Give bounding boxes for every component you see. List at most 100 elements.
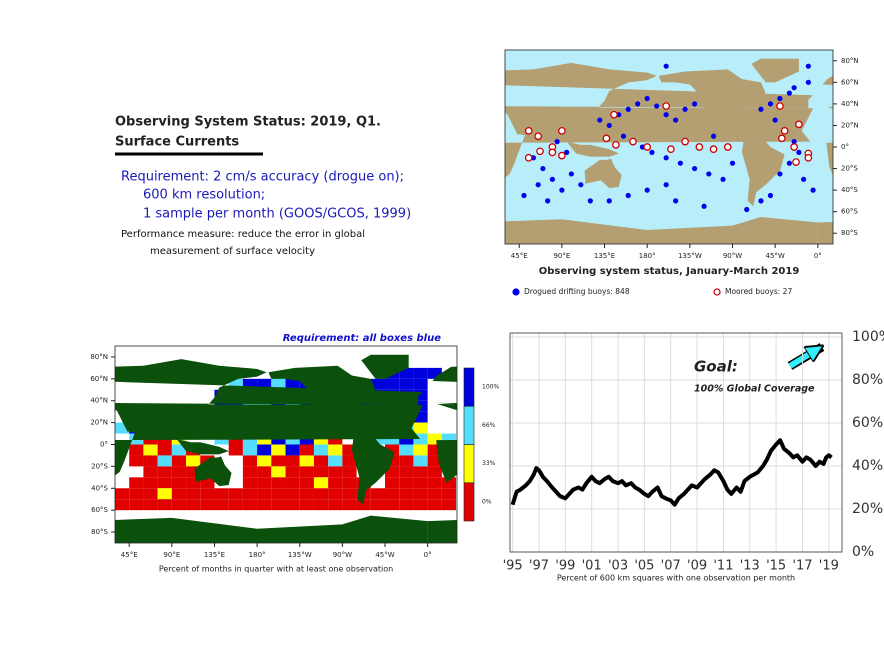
coverage-cell <box>299 455 314 467</box>
subtitle: Surface Currents <box>115 135 239 150</box>
x-tick-label: '95 <box>503 559 523 574</box>
coverage-cell <box>441 433 457 445</box>
land <box>817 221 833 244</box>
moored-buoy <box>776 102 784 110</box>
drifting-buoy <box>729 160 736 166</box>
coverage-cell <box>157 455 172 467</box>
coverage-line <box>510 438 833 507</box>
drifting-buoy <box>786 90 792 96</box>
coverage-cell <box>385 466 400 478</box>
drifting-buoy <box>805 79 811 85</box>
coverage-cell <box>385 378 400 390</box>
moored-buoy <box>790 143 798 151</box>
moored-buoy <box>709 145 718 154</box>
coverage-cell <box>399 477 414 489</box>
coverage-cell <box>186 477 201 489</box>
drifting-buoy <box>606 198 612 204</box>
land <box>194 456 232 487</box>
moored-buoy <box>662 102 671 110</box>
drifting-buoy <box>540 165 546 172</box>
annotation: Goal: <box>694 358 738 376</box>
coverage-cell <box>385 477 400 489</box>
x-tick-label: '03 <box>608 559 628 574</box>
drifting-buoy <box>805 63 811 69</box>
coverage-cell <box>242 378 258 390</box>
coverage-cell <box>299 477 314 489</box>
performance: Performance measure: reduce the error in… <box>121 229 365 240</box>
coverage-cell <box>271 499 286 511</box>
y-tick-label: 0% <box>852 544 874 560</box>
moored-buoy <box>723 143 732 151</box>
coverage-cell <box>299 444 314 456</box>
drifting-buoy <box>625 192 631 199</box>
drifting-buoy <box>706 171 712 177</box>
coverage-cell <box>171 466 187 478</box>
coverage-cell <box>271 477 286 489</box>
drifting-buoy <box>777 171 783 177</box>
requirement: 600 km resolution; <box>143 188 265 203</box>
coverage-cell <box>441 477 457 489</box>
coverage-cell <box>370 499 385 511</box>
y-tick-label: 80°N <box>841 57 859 65</box>
map-area <box>401 50 833 244</box>
coverage-cell <box>257 499 272 511</box>
drifting-buoy <box>810 187 816 193</box>
annotation: 100% Global Coverage <box>694 384 815 395</box>
coverage-cell <box>427 488 442 500</box>
x-axis-label: Percent of months in quarter with at lea… <box>159 565 393 574</box>
x-tick-label: 0° <box>424 551 432 559</box>
drifting-buoy <box>559 187 565 193</box>
coverage-cell <box>385 455 400 467</box>
drifting-buoy <box>673 198 679 204</box>
x-tick-label: 135°E <box>594 252 615 260</box>
x-tick-label: 45°W <box>766 252 785 260</box>
coverage-cell <box>242 477 258 489</box>
coverage-cell <box>214 499 229 511</box>
x-tick-label: 90°W <box>723 252 742 260</box>
coverage-cell <box>200 499 215 511</box>
x-tick-label: '19 <box>819 559 839 574</box>
coverage-cell <box>427 499 442 511</box>
coverage-cell <box>342 444 357 456</box>
moored-buoy <box>534 132 543 141</box>
x-tick-label: '01 <box>582 559 602 574</box>
coverage-cell <box>413 389 428 401</box>
x-tick-label: '99 <box>555 559 575 574</box>
drifting-buoy <box>545 198 551 204</box>
drifting-buoy <box>691 101 698 107</box>
x-tick-label: '17 <box>792 559 812 574</box>
coverage-cell <box>313 455 329 467</box>
coverage-cell <box>200 477 215 489</box>
x-tick-label: 45°W <box>375 551 394 559</box>
coverage-cell <box>413 411 428 423</box>
coverage-cell <box>129 488 144 500</box>
y-tick-label: 60% <box>852 415 883 431</box>
land <box>0 366 34 436</box>
moored-buoy <box>643 143 652 151</box>
coverage-cell <box>399 378 414 390</box>
coverage-cell <box>342 488 357 500</box>
coverage-cell <box>200 488 215 500</box>
coverage-cell <box>427 477 442 489</box>
coverage-cell <box>143 466 158 478</box>
coverage-cell <box>257 378 272 390</box>
land <box>401 136 444 206</box>
coverage-cell <box>171 499 187 511</box>
coverage-cell <box>228 444 243 456</box>
drifting-buoy <box>801 176 807 182</box>
coverage-cell <box>257 488 272 500</box>
coverage-cell <box>328 455 343 467</box>
coverage-cell <box>143 477 158 489</box>
drifting-buoy <box>777 95 783 102</box>
colorbar-segment <box>463 444 475 484</box>
coverage-cell <box>427 466 442 478</box>
legend-marker <box>713 288 721 296</box>
coverage-cell <box>257 466 272 478</box>
land <box>410 59 457 83</box>
y-tick-label: 20°N <box>841 121 859 129</box>
drifting-buoy <box>644 95 650 102</box>
colorbar-segment <box>463 482 475 522</box>
coverage-cell <box>129 455 144 467</box>
drifting-buoy <box>535 182 541 188</box>
